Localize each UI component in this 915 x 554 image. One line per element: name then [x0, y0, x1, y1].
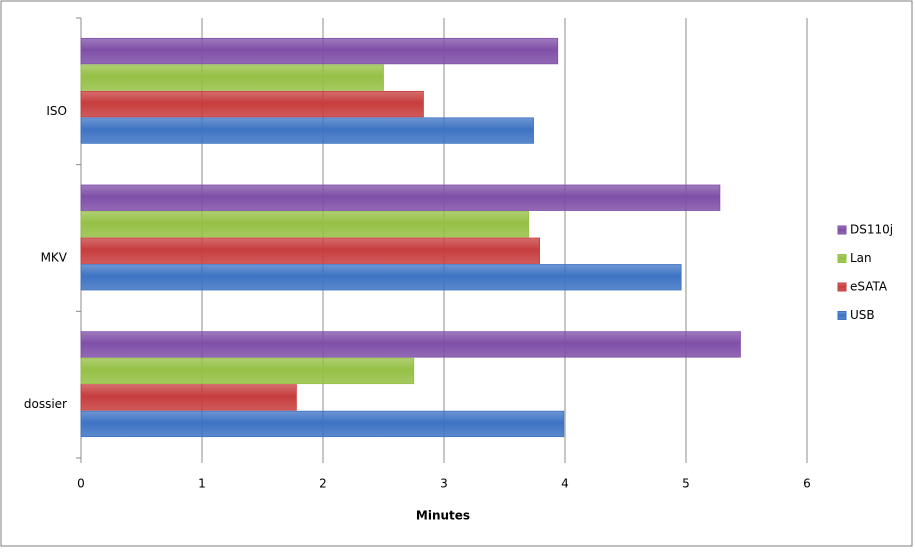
x-axis-label: Minutes: [416, 509, 470, 523]
legend-swatch: [837, 254, 847, 263]
legend-label: DS110j: [850, 223, 893, 237]
x-tick-label: 3: [440, 477, 448, 491]
legend-label: eSATA: [850, 280, 888, 294]
legend-label: Lan: [850, 251, 872, 265]
x-tick-label: 6: [803, 477, 811, 491]
bar: [80, 384, 297, 411]
y-tick-label: MKV: [41, 251, 68, 265]
bar: [80, 410, 565, 438]
legend-swatch: [837, 311, 847, 320]
legend-swatch: [837, 225, 847, 235]
bar: [80, 237, 540, 264]
x-tick-label: 1: [198, 477, 206, 491]
legend-swatch: [837, 282, 847, 292]
x-tick-label: 0: [77, 477, 85, 491]
x-tick-label: 2: [319, 477, 327, 491]
bar: [80, 331, 741, 358]
bar: [80, 264, 682, 291]
bar: [80, 37, 559, 65]
y-tick-label: ISO: [46, 104, 67, 118]
bar: [80, 64, 384, 91]
bar: [80, 211, 530, 238]
bar: [80, 117, 534, 144]
legend-label: USB: [850, 308, 875, 322]
y-tick-label: dossier: [24, 397, 67, 411]
x-tick-label: 5: [682, 477, 690, 491]
x-tick-label: 4: [561, 477, 569, 491]
bar: [80, 90, 424, 118]
bar: [80, 357, 415, 385]
bar: [80, 184, 721, 211]
